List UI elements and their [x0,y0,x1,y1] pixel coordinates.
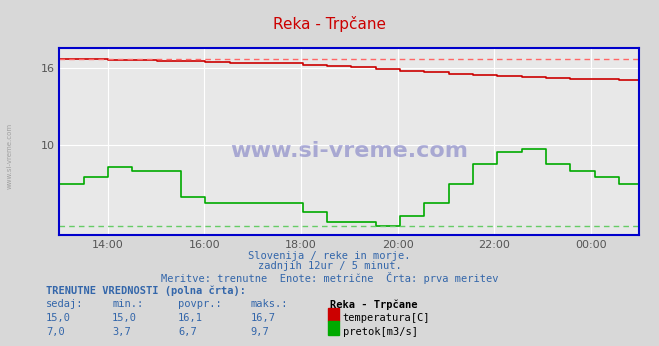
Text: 3,7: 3,7 [112,327,130,337]
Text: 7,0: 7,0 [46,327,65,337]
Text: Meritve: trenutne  Enote: metrične  Črta: prva meritev: Meritve: trenutne Enote: metrične Črta: … [161,272,498,284]
Text: TRENUTNE VREDNOSTI (polna črta):: TRENUTNE VREDNOSTI (polna črta): [46,285,246,296]
Text: 15,0: 15,0 [46,313,71,323]
Text: zadnjih 12ur / 5 minut.: zadnjih 12ur / 5 minut. [258,261,401,271]
Text: 9,7: 9,7 [250,327,269,337]
Text: 15,0: 15,0 [112,313,137,323]
Text: Slovenija / reke in morje.: Slovenija / reke in morje. [248,251,411,261]
Text: Reka - Trpčane: Reka - Trpčane [330,299,417,310]
Text: 6,7: 6,7 [178,327,196,337]
Text: 16,1: 16,1 [178,313,203,323]
Text: maks.:: maks.: [250,299,288,309]
Text: www.si-vreme.com: www.si-vreme.com [230,141,469,161]
Text: sedaj:: sedaj: [46,299,84,309]
Text: temperatura[C]: temperatura[C] [343,313,430,323]
Text: pretok[m3/s]: pretok[m3/s] [343,327,418,337]
Text: Reka - Trpčane: Reka - Trpčane [273,16,386,31]
Text: 16,7: 16,7 [250,313,275,323]
Text: www.si-vreme.com: www.si-vreme.com [7,122,13,189]
Text: min.:: min.: [112,299,143,309]
Text: povpr.:: povpr.: [178,299,221,309]
